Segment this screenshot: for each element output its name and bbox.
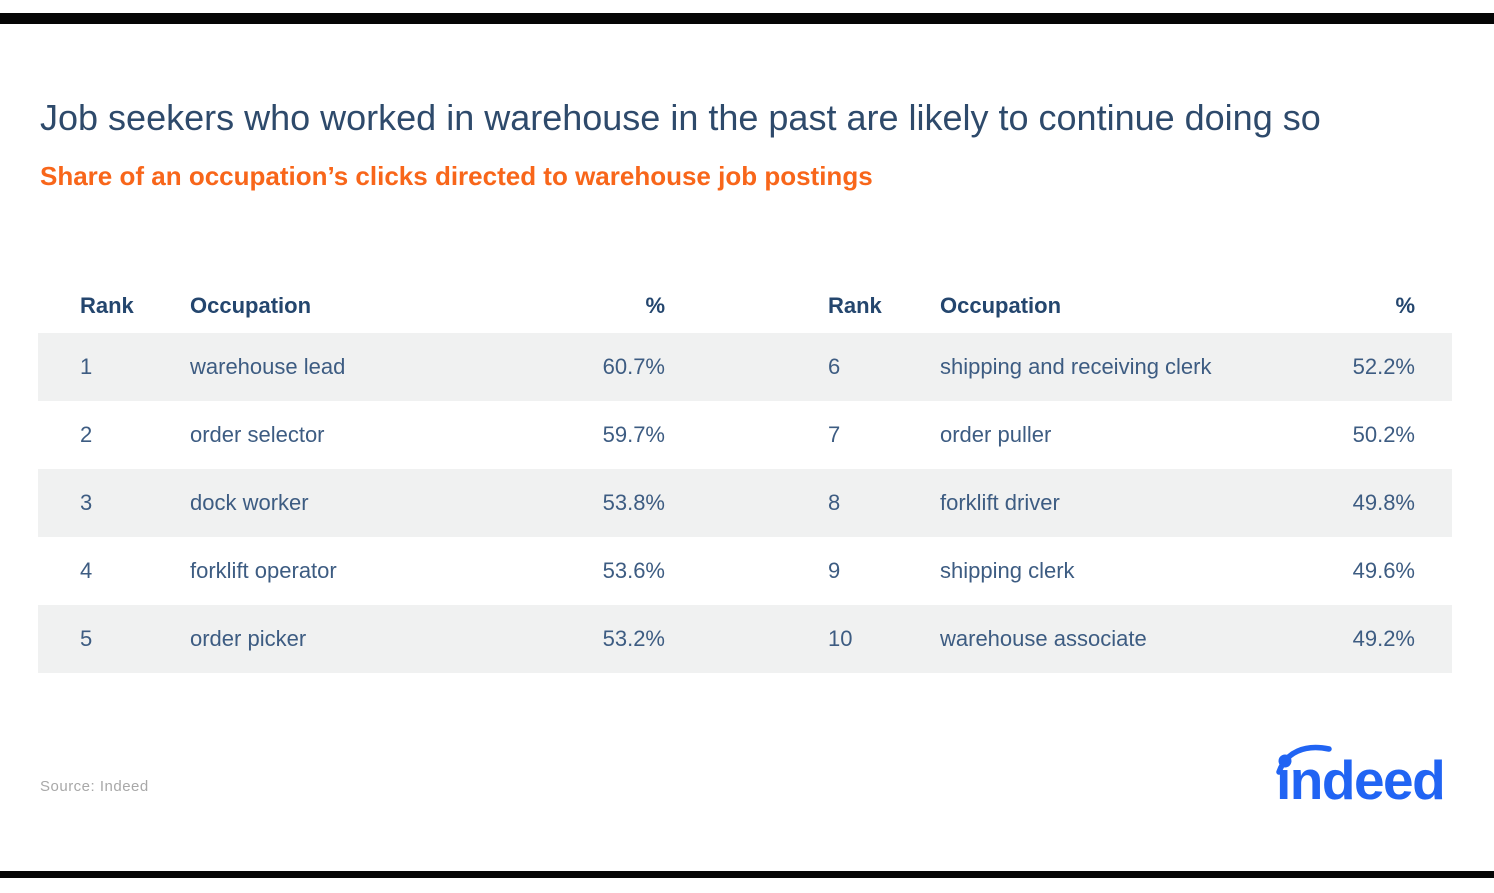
page-subtitle: Share of an occupation’s clicks directed… bbox=[40, 161, 873, 191]
rank-value: 6 bbox=[828, 354, 841, 379]
percent-value: 53.2% bbox=[602, 626, 665, 651]
ranking-table: Rank Occupation % Rank Occupation % 1 wa… bbox=[38, 278, 1452, 673]
table-row: 4 forklift operator 53.6% 9 shipping cle… bbox=[38, 537, 1452, 605]
percent-value: 53.6% bbox=[602, 558, 665, 583]
logo-wordmark: ındeed bbox=[1276, 749, 1444, 805]
percent-value: 53.8% bbox=[602, 490, 665, 515]
table-row: 1 warehouse lead 60.7% 6 shipping and re… bbox=[38, 333, 1452, 401]
occupation-value: order selector bbox=[190, 422, 325, 447]
occupation-value: order puller bbox=[940, 422, 1052, 447]
rank-value: 1 bbox=[80, 354, 93, 379]
percent-value: 60.7% bbox=[602, 354, 665, 379]
percent-value: 50.2% bbox=[1352, 422, 1415, 447]
rank-value: 9 bbox=[828, 558, 841, 583]
occupation-value: order picker bbox=[190, 626, 307, 651]
occupation-value: dock worker bbox=[190, 490, 309, 515]
percent-value: 49.8% bbox=[1352, 490, 1415, 515]
top-black-bar bbox=[0, 13, 1494, 24]
source-attribution: Source: Indeed bbox=[40, 778, 149, 795]
indeed-logo-graphic: ındeed bbox=[1276, 744, 1446, 811]
table-row: 3 dock worker 53.8% 8 forklift driver 49… bbox=[38, 469, 1452, 537]
occupation-value: warehouse lead bbox=[190, 354, 346, 379]
rank-value: 5 bbox=[80, 626, 93, 651]
rank-value: 8 bbox=[828, 490, 841, 515]
percent-value: 49.6% bbox=[1352, 558, 1415, 583]
logo-i-dot bbox=[1278, 754, 1292, 768]
occupation-value: warehouse associate bbox=[940, 626, 1147, 651]
occupation-value: forklift driver bbox=[940, 490, 1060, 515]
percent-value: 59.7% bbox=[602, 422, 665, 447]
column-header-rank-right: Rank bbox=[828, 292, 882, 318]
occupation-value: shipping and receiving clerk bbox=[940, 354, 1212, 379]
table-header-row: Rank Occupation % Rank Occupation % bbox=[38, 278, 1452, 333]
rank-value: 7 bbox=[828, 422, 841, 447]
percent-value: 49.2% bbox=[1352, 626, 1415, 651]
column-header-occupation-right: Occupation bbox=[940, 292, 1062, 318]
column-header-rank-left: Rank bbox=[80, 292, 134, 318]
rank-value: 10 bbox=[828, 626, 853, 651]
rank-value: 3 bbox=[80, 490, 93, 515]
rank-value: 2 bbox=[80, 422, 93, 447]
column-header-percent-left: % bbox=[645, 292, 665, 318]
logo-arc-swoosh bbox=[1276, 744, 1332, 775]
column-header-occupation-left: Occupation bbox=[190, 292, 312, 318]
indeed-logo: ındeed bbox=[1276, 741, 1460, 811]
percent-value: 52.2% bbox=[1352, 354, 1415, 379]
occupation-value: shipping clerk bbox=[940, 558, 1075, 583]
column-header-percent-right: % bbox=[1395, 292, 1415, 318]
page-title: Job seekers who worked in warehouse in t… bbox=[40, 97, 1321, 138]
occupation-value: forklift operator bbox=[190, 558, 337, 583]
rank-value: 4 bbox=[80, 558, 93, 583]
bottom-black-bar bbox=[0, 871, 1494, 878]
table-row: 2 order selector 59.7% 7 order puller 50… bbox=[38, 401, 1452, 469]
table-row: 5 order picker 53.2% 10 warehouse associ… bbox=[38, 605, 1452, 673]
